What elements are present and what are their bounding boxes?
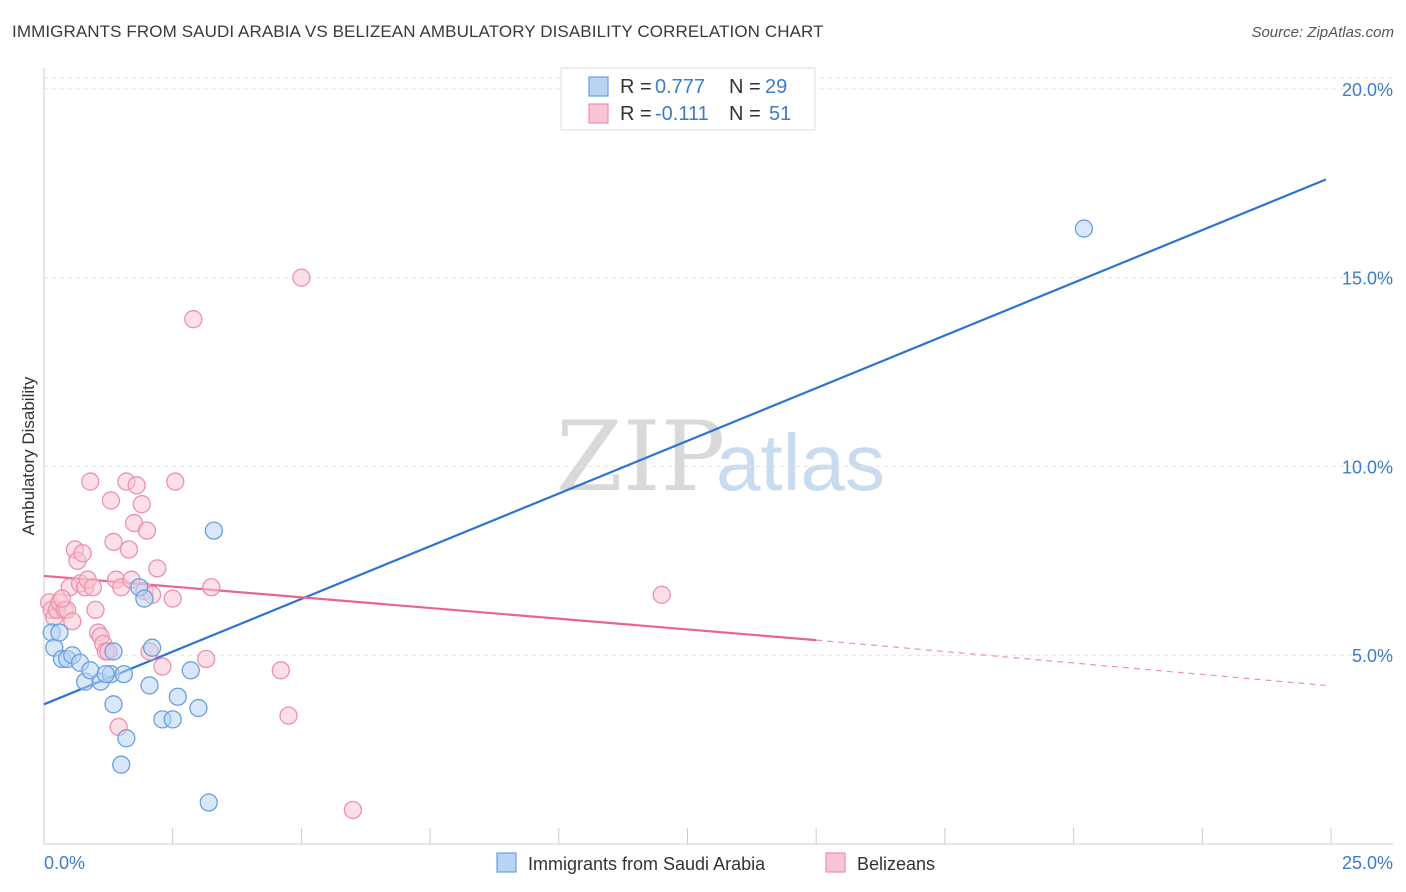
y-axis-tick-labels: 5.0% 10.0% 15.0% 20.0% <box>1342 80 1393 666</box>
legend-swatch-blue <box>588 76 609 97</box>
legend-n-value-pink: 51 <box>769 103 791 125</box>
x-tick-label-max: 25.0% <box>1342 853 1393 873</box>
y-tick-label: 20.0% <box>1342 80 1393 100</box>
y-axis-label: Ambulatory Disability <box>19 376 38 535</box>
y-tick-label: 5.0% <box>1352 646 1393 666</box>
watermark-zip: ZIP <box>556 401 725 513</box>
trend-lines <box>43 178 1327 706</box>
point-belizeans <box>271 661 290 680</box>
legend-swatch-pink <box>588 103 609 124</box>
point-saudi-arabia <box>96 664 115 684</box>
bottom-legend-swatch-pink <box>825 852 846 873</box>
point-saudi-arabia <box>117 729 136 748</box>
point-belizeans <box>652 585 671 604</box>
point-belizeans <box>197 649 216 669</box>
point-belizeans <box>81 472 100 491</box>
point-saudi-arabia <box>104 695 123 714</box>
bottom-legend-label-pink: Belizeans <box>857 854 935 874</box>
y-tick-label: 15.0% <box>1342 269 1393 289</box>
bottom-legend-label-blue: Immigrants from Saudi Arabia <box>528 854 766 874</box>
legend-r-value-pink: -0.111 <box>655 103 709 125</box>
point-belizeans <box>86 600 105 620</box>
legend-n-label-blue: N = <box>729 76 761 98</box>
trend-line-belizeans-extension <box>816 639 1326 687</box>
point-belizeans <box>163 589 182 608</box>
legend: R = 0.777 N = 29 R = -0.111 N = 51 <box>560 67 816 131</box>
point-saudi-arabia <box>114 664 133 684</box>
point-belizeans <box>127 476 146 495</box>
point-belizeans <box>101 491 121 510</box>
point-belizeans <box>292 268 311 287</box>
grid-lines <box>44 77 1393 656</box>
point-belizeans <box>63 612 82 631</box>
point-saudi-arabia <box>140 676 159 695</box>
y-tick-label: 10.0% <box>1342 457 1393 477</box>
point-saudi-arabia <box>189 698 208 718</box>
point-saudi-arabia <box>204 521 224 540</box>
source-credit: Source: ZipAtlas.com <box>1251 24 1394 41</box>
trend-line-belizeans <box>43 574 817 642</box>
point-belizeans <box>343 800 363 820</box>
watermark-atlas: atlas <box>716 418 885 507</box>
point-belizeans <box>137 521 157 540</box>
point-belizeans <box>166 472 185 491</box>
point-saudi-arabia <box>163 710 182 729</box>
point-saudi-arabia <box>142 638 162 657</box>
point-saudi-arabia <box>50 623 69 642</box>
x-tick-label-min: 0.0% <box>44 853 85 873</box>
point-belizeans <box>132 495 151 514</box>
data-points <box>39 219 1094 820</box>
point-belizeans <box>83 578 103 597</box>
point-saudi-arabia <box>112 755 131 774</box>
point-belizeans <box>184 310 203 329</box>
point-belizeans <box>119 540 139 559</box>
point-saudi-arabia <box>1074 219 1094 238</box>
x-axis-ticks <box>172 828 1332 844</box>
bottom-legend: Immigrants from Saudi Arabia Belizeans <box>496 852 935 874</box>
legend-n-label-pink: N = <box>729 103 761 125</box>
point-belizeans <box>104 532 123 552</box>
axes <box>43 68 1393 845</box>
point-saudi-arabia <box>199 793 218 812</box>
trend-line-saudi-arabia <box>43 178 1327 706</box>
point-saudi-arabia <box>168 687 187 706</box>
bottom-legend-swatch-blue <box>496 852 517 873</box>
point-belizeans <box>73 544 92 563</box>
legend-r-label-pink: R = <box>620 103 652 125</box>
point-saudi-arabia <box>181 661 200 680</box>
point-belizeans <box>148 559 167 578</box>
legend-r-value-blue: 0.777 <box>655 76 705 98</box>
chart-title: IMMIGRANTS FROM SAUDI ARABIA VS BELIZEAN… <box>12 22 824 41</box>
point-saudi-arabia <box>104 642 123 661</box>
point-belizeans <box>202 578 221 597</box>
legend-r-label-blue: R = <box>620 76 652 98</box>
point-belizeans <box>153 657 172 676</box>
point-belizeans <box>279 706 298 725</box>
legend-n-value-blue: 29 <box>765 76 787 98</box>
point-saudi-arabia <box>135 589 154 608</box>
point-belizeans <box>52 589 72 608</box>
